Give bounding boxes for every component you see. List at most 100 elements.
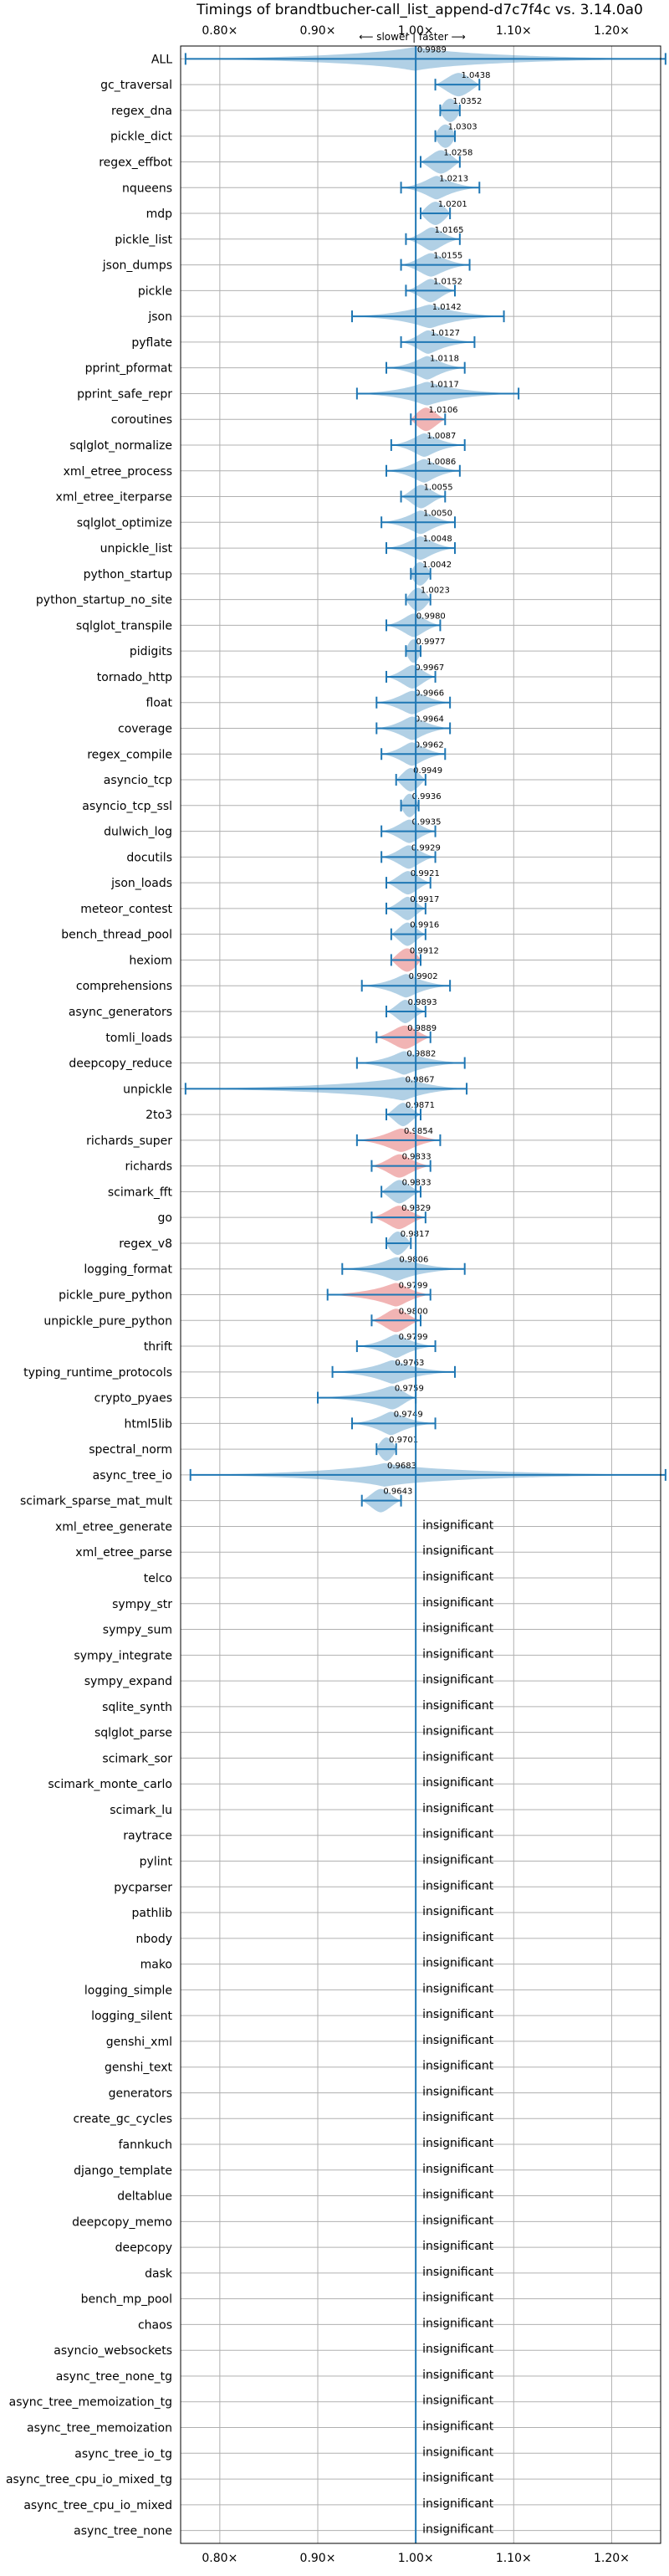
insignificant-label: insignificant	[422, 2214, 494, 2227]
benchmark-name-label: docutils	[126, 851, 172, 864]
benchmark-name-label: sqlglot_normalize	[69, 439, 172, 453]
benchmark-name-label: logging_silent	[91, 2010, 172, 2023]
benchmark-name-label: sqlite_synth	[102, 1701, 172, 1714]
mean-value-label: 0.9759	[395, 1385, 424, 1394]
benchmark-name-label: async_tree_none_tg	[56, 2370, 172, 2384]
insignificant-label: insignificant	[422, 2471, 494, 2485]
benchmark-name-label: sqlglot_transpile	[76, 619, 172, 632]
mean-value-label: 0.9889	[407, 1024, 437, 1033]
benchmark-name-label: spectral_norm	[89, 1443, 172, 1457]
benchmark-name-label: regex_dna	[111, 105, 172, 118]
mean-value-label: 1.0087	[426, 432, 456, 441]
benchmark-name-label: sympy_integrate	[74, 1649, 172, 1662]
plot-frame	[180, 45, 661, 2544]
mean-value-label: 0.9893	[408, 998, 437, 1007]
insignificant-label: insignificant	[422, 2523, 494, 2537]
benchmark-name-label: fannkuch	[119, 2138, 172, 2152]
benchmark-name-label: unpickle	[123, 1083, 172, 1096]
benchmark-name-label: richards_super	[86, 1134, 172, 1148]
insignificant-label: insignificant	[422, 2240, 494, 2253]
insignificant-label: insignificant	[422, 1596, 494, 1610]
benchmark-name-label: scimark_lu	[110, 1804, 172, 1817]
mean-value-label: 1.0106	[429, 406, 458, 415]
mean-value-label: 0.9799	[399, 1282, 428, 1291]
insignificant-label: insignificant	[422, 1622, 494, 1636]
benchmark-name-label: asyncio_tcp	[104, 774, 172, 787]
mean-value-label: 1.0023	[421, 586, 450, 596]
benchmark-name-label: raytrace	[123, 1830, 172, 1843]
x-tick-label-top: 0.90×	[300, 24, 336, 38]
benchmark-name-label: telco	[144, 1572, 172, 1585]
x-tick-label-bottom: 0.80×	[202, 2552, 237, 2565]
mean-value-label: 0.9962	[415, 740, 444, 750]
insignificant-label: insignificant	[422, 1544, 494, 1558]
benchmark-name-label: pprint_safe_repr	[77, 387, 172, 401]
benchmark-name-label: nqueens	[122, 182, 172, 195]
benchmark-name-label: sympy_expand	[84, 1675, 172, 1688]
benchmark-name-label: scimark_monte_carlo	[48, 1778, 172, 1791]
insignificant-label: insignificant	[422, 2163, 494, 2176]
insignificant-label: insignificant	[422, 1750, 494, 1764]
insignificant-label: insignificant	[422, 2111, 494, 2124]
benchmark-name-label: meteor_contest	[80, 903, 172, 916]
benchmark-name-label: deepcopy_memo	[72, 2215, 172, 2229]
benchmark-name-label: pickle_pure_python	[59, 1289, 172, 1303]
benchmark-name-label: dulwich_log	[104, 826, 172, 839]
insignificant-label: insignificant	[422, 1699, 494, 1713]
mean-value-label: 0.9683	[387, 1462, 416, 1471]
benchmark-name-label: float	[146, 697, 173, 710]
insignificant-label: insignificant	[422, 1879, 494, 1892]
benchmark-name-label: richards	[125, 1160, 173, 1174]
insignificant-label: insignificant	[422, 2317, 494, 2330]
benchmark-name-label: async_tree_memoization	[27, 2422, 172, 2435]
benchmark-name-label: deepcopy	[115, 2241, 172, 2255]
insignificant-label: insignificant	[422, 2497, 494, 2511]
mean-value-label: 0.9949	[413, 766, 442, 776]
benchmark-name-label: sqlglot_parse	[94, 1727, 172, 1740]
benchmark-name-label: django_template	[74, 2164, 172, 2178]
benchmark-name-label: typing_runtime_protocols	[23, 1366, 172, 1380]
insignificant-label: insignificant	[422, 1905, 494, 1918]
benchmark-name-label: unpickle_list	[100, 542, 173, 556]
mean-value-label: 0.9964	[415, 714, 444, 724]
benchmark-name-label: regex_compile	[87, 748, 172, 761]
insignificant-label: insignificant	[422, 2369, 494, 2382]
benchmark-rows: ALL 0.9989 gc_traversal 1.0438 regex_dna 1.03…	[6, 45, 666, 2538]
benchmark-name-label: pylint	[140, 1856, 173, 1869]
mean-value-label: 1.0055	[424, 484, 453, 493]
benchmark-name-label: regex_v8	[119, 1237, 172, 1251]
x-tick-label-bottom: 1.10×	[496, 2552, 532, 2565]
mean-value-label: 0.9882	[406, 1050, 436, 1059]
tick-labels: 0.80× 0.80× 0.90× 0.90× 1.00× 1.00× 1.10× 1.10×…	[202, 24, 629, 2565]
benchmark-name-label: pycparser	[114, 1881, 172, 1894]
benchmark-name-label: json_loads	[110, 877, 172, 890]
mean-value-label: 0.9929	[411, 843, 441, 853]
insignificant-label: insignificant	[422, 1647, 494, 1661]
benchmark-name-label: async_tree_io_tg	[74, 2447, 172, 2461]
benchmark-name-label: generators	[109, 2087, 172, 2100]
x-tick-label-bottom: 1.20×	[594, 2552, 630, 2565]
benchmark-name-label: coverage	[118, 722, 172, 735]
insignificant-label: insignificant	[422, 1570, 494, 1584]
benchmark-name-label: thrift	[144, 1340, 173, 1354]
chart-title: Timings of brandtbucher-call_list_append…	[196, 2, 643, 18]
x-tick-label-bottom: 1.00×	[398, 2552, 434, 2565]
x-tick-label-top: 1.20×	[594, 24, 630, 38]
benchmark-name-label: xml_etree_iterparse	[56, 491, 172, 504]
mean-value-label: 1.0352	[452, 97, 482, 106]
insignificant-label: insignificant	[422, 1828, 494, 1841]
insignificant-label: insignificant	[422, 1931, 494, 1944]
mean-value-label: 0.9643	[383, 1488, 412, 1497]
insignificant-label: insignificant	[422, 1854, 494, 1867]
benchmark-name-label: deepcopy_reduce	[69, 1058, 172, 1071]
insignificant-label: insignificant	[422, 2085, 494, 2098]
benchmark-name-label: python_startup	[84, 568, 172, 581]
mean-value-label: 1.0050	[423, 509, 452, 518]
speed-direction-label: ⟵ slower | faster ⟶	[359, 31, 466, 43]
mean-value-label: 0.9917	[410, 895, 439, 904]
benchmark-name-label: json	[147, 310, 172, 324]
benchmark-name-label: genshi_xml	[106, 2036, 172, 2049]
benchmark-name-label: mako	[140, 1959, 172, 1972]
x-tick-label-bottom: 0.90×	[300, 2552, 336, 2565]
